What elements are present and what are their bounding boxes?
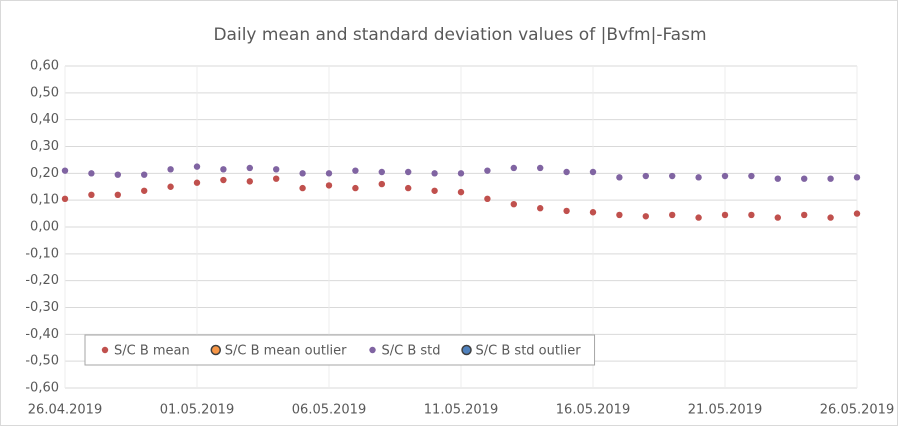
y-tick-label: 0,30	[30, 139, 59, 154]
point	[352, 167, 359, 174]
point	[246, 164, 253, 172]
point	[642, 213, 649, 220]
point	[273, 175, 280, 182]
point	[457, 170, 465, 177]
x-tick-label: 26.05.2019	[820, 403, 894, 418]
point	[88, 170, 95, 177]
x-tick-label: 11.05.2019	[424, 403, 498, 418]
point	[616, 211, 623, 219]
point	[774, 175, 781, 182]
point	[616, 174, 623, 181]
point	[141, 171, 148, 178]
point	[510, 200, 517, 208]
point	[695, 174, 702, 181]
point	[114, 171, 122, 178]
x-tick-label: 06.05.2019	[292, 403, 366, 418]
point	[220, 166, 227, 173]
point	[88, 191, 95, 198]
point	[193, 179, 201, 186]
point	[431, 187, 438, 194]
x-tick-label: 01.05.2019	[160, 403, 234, 418]
legend-label: S/C B std outlier	[476, 344, 582, 359]
legend: S/C B mean S/C B mean outlier S/C B std S/C…	[84, 334, 596, 366]
point	[589, 168, 597, 176]
legend-marker	[369, 346, 376, 354]
point	[405, 184, 412, 192]
legend-box	[84, 334, 596, 366]
point	[537, 164, 544, 172]
point	[114, 191, 122, 198]
point	[669, 211, 676, 219]
point	[457, 188, 465, 196]
point	[853, 174, 861, 181]
point	[273, 166, 280, 173]
point	[801, 175, 808, 182]
y-tick-label: 0,00	[30, 220, 59, 235]
y-tick-label: -0,60	[25, 381, 59, 396]
point	[642, 172, 649, 180]
point	[405, 168, 412, 176]
point	[721, 172, 729, 180]
legend-label: S/C B mean outlier	[225, 344, 347, 359]
legend-marker	[461, 344, 472, 356]
point	[853, 210, 861, 217]
point	[220, 176, 227, 184]
point	[246, 178, 253, 185]
point	[325, 170, 333, 177]
legend-marker	[101, 346, 109, 354]
y-tick-label: -0,20	[25, 273, 59, 288]
legend-marker	[210, 344, 222, 356]
x-tick-label: 21.05.2019	[688, 403, 762, 418]
legend-label: S/C B std	[382, 344, 441, 359]
point	[431, 170, 438, 177]
point	[61, 195, 69, 203]
point	[827, 175, 834, 182]
y-tick-label: 0,40	[30, 112, 59, 127]
y-tick-label: 0,60	[30, 59, 59, 74]
y-tick-label: -0,50	[25, 354, 59, 369]
y-tick-label: 0,10	[30, 193, 59, 208]
chart-title: Daily mean and standard deviation values…	[213, 25, 706, 45]
point	[167, 166, 174, 173]
point	[748, 172, 755, 180]
point	[669, 172, 676, 180]
point	[484, 195, 491, 203]
point	[141, 187, 148, 194]
point	[299, 184, 306, 192]
x-tick-label: 16.05.2019	[556, 403, 630, 418]
point	[510, 164, 517, 172]
point	[563, 168, 570, 176]
point	[563, 207, 570, 215]
x-tick-label: 26.04.2019	[28, 403, 102, 418]
point	[774, 214, 781, 221]
point	[537, 205, 544, 212]
point	[193, 163, 201, 170]
point	[378, 180, 385, 188]
point	[589, 209, 597, 216]
point	[748, 211, 755, 219]
y-tick-label: -0,40	[25, 327, 59, 342]
point	[378, 168, 385, 176]
y-tick-label: 0,50	[30, 85, 59, 100]
point	[61, 167, 69, 174]
point	[721, 211, 729, 219]
y-tick-label: -0,10	[25, 246, 59, 261]
point	[695, 214, 702, 221]
y-tick-label: 0,20	[30, 166, 59, 181]
point	[167, 183, 174, 190]
point	[484, 167, 491, 174]
legend-label: S/C B mean	[114, 344, 190, 359]
point	[352, 184, 359, 192]
y-tick-label: -0,30	[25, 300, 59, 315]
point	[299, 170, 306, 177]
point	[325, 182, 333, 189]
point	[827, 214, 834, 221]
point	[801, 211, 808, 219]
